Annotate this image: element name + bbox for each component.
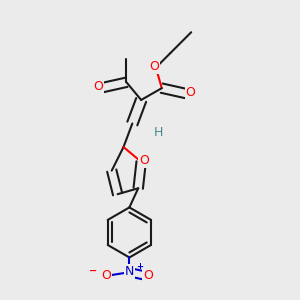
Text: O: O xyxy=(101,269,111,282)
Text: O: O xyxy=(149,60,159,73)
Text: +: + xyxy=(136,262,143,272)
Text: O: O xyxy=(186,86,196,99)
Text: O: O xyxy=(94,80,103,93)
Text: −: − xyxy=(89,266,97,275)
Text: H: H xyxy=(154,126,164,139)
Text: N: N xyxy=(125,265,134,278)
Text: O: O xyxy=(143,269,153,282)
Text: O: O xyxy=(139,154,149,167)
